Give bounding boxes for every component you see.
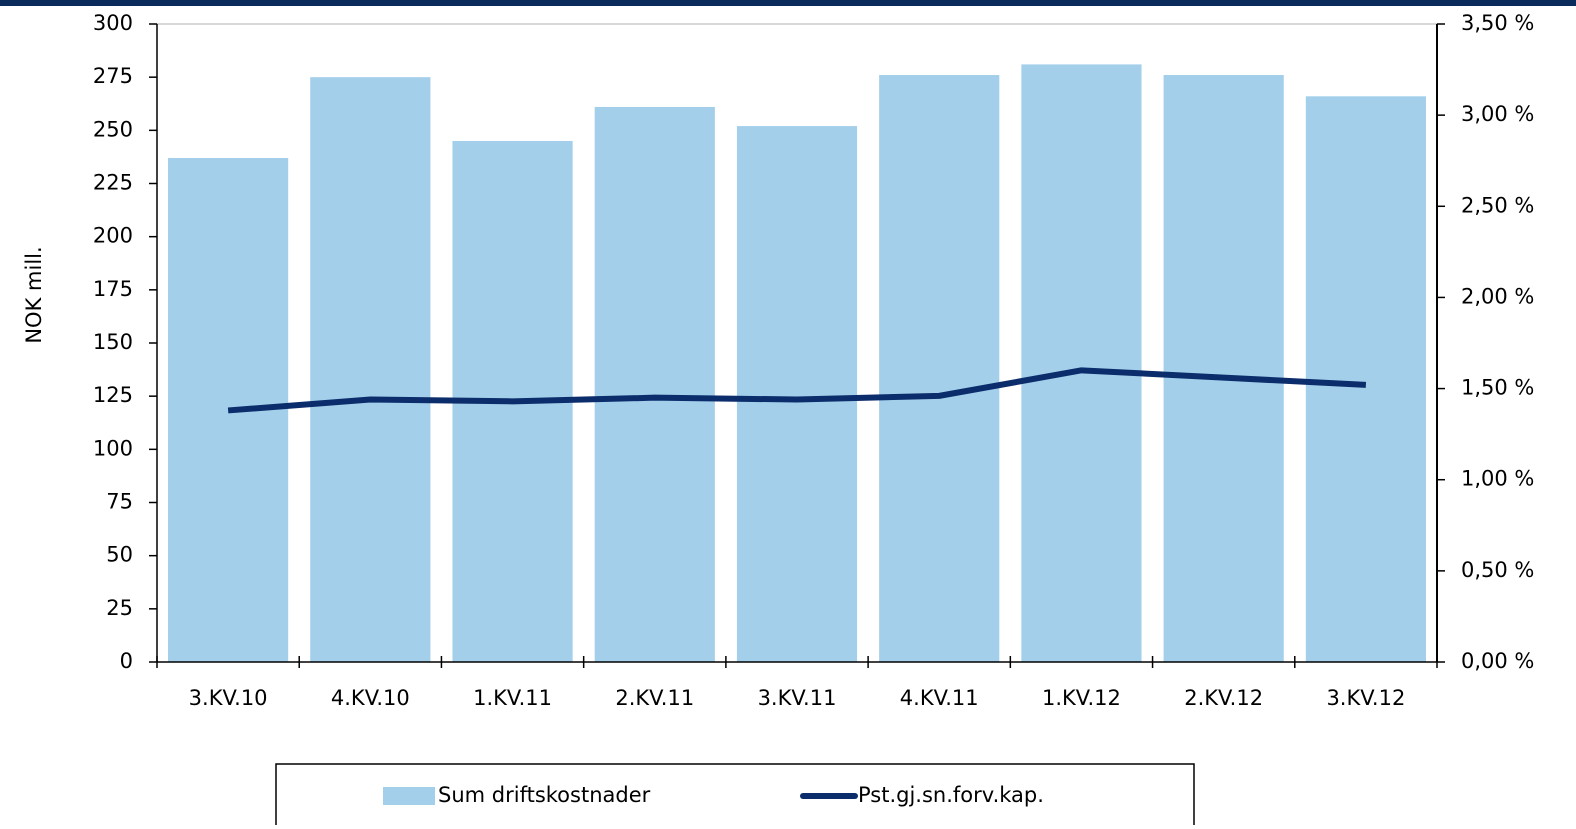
y-tick-label: 125 — [93, 383, 133, 407]
x-tick-label: 3.KV.11 — [758, 686, 837, 710]
legend-swatch — [383, 787, 435, 805]
y-tick-label: 250 — [93, 117, 133, 141]
legend-label: Sum driftskostnader — [438, 783, 651, 807]
x-tick-label: 1.KV.12 — [1042, 686, 1121, 710]
bar — [1163, 75, 1284, 663]
y2-tick-label: 3,00 % — [1461, 102, 1534, 126]
y-tick-label: 100 — [93, 436, 133, 460]
x-tick-label: 1.KV.11 — [473, 686, 552, 710]
y-tick-label: 275 — [93, 64, 133, 88]
top-band — [0, 0, 1576, 6]
bar — [736, 126, 858, 662]
y-tick-label: 175 — [93, 277, 133, 301]
bar — [879, 75, 1000, 663]
x-tick-label: 2.KV.11 — [615, 686, 694, 710]
line-series — [227, 367, 1367, 414]
y-tick-label: 0 — [120, 649, 133, 673]
y2-tick-label: 0,50 % — [1461, 558, 1534, 582]
x-tick-label: 3.KV.12 — [1326, 686, 1405, 710]
bar — [310, 77, 431, 662]
x-tick-label: 4.KV.10 — [331, 686, 410, 710]
y2-tick-label: 2,00 % — [1461, 284, 1534, 308]
y-tick-label: 300 — [93, 11, 133, 35]
y-tick-label: 50 — [106, 543, 133, 567]
y2-tick-label: 2,50 % — [1461, 193, 1534, 217]
x-tick-label: 4.KV.11 — [900, 686, 979, 710]
legend-label: Pst.gj.sn.forv.kap. — [858, 783, 1044, 807]
y-tick-label: 225 — [93, 171, 133, 195]
x-tick-label: 2.KV.12 — [1184, 686, 1263, 710]
y-tick-label: 75 — [106, 490, 133, 514]
bar — [1021, 64, 1142, 662]
y2-tick-label: 1,00 % — [1461, 467, 1534, 491]
y-tick-label: 25 — [106, 596, 133, 620]
y2-tick-label: 0,00 % — [1461, 649, 1534, 673]
bar — [1305, 96, 1426, 663]
y-tick-label: 200 — [93, 224, 133, 248]
y2-tick-label: 1,50 % — [1461, 376, 1534, 400]
y-tick-label: 150 — [93, 330, 133, 354]
y-axis-label: NOK mill. — [22, 246, 46, 343]
bar — [594, 106, 715, 662]
y2-tick-label: 3,50 % — [1461, 11, 1534, 35]
x-tick-label: 3.KV.10 — [189, 686, 268, 710]
